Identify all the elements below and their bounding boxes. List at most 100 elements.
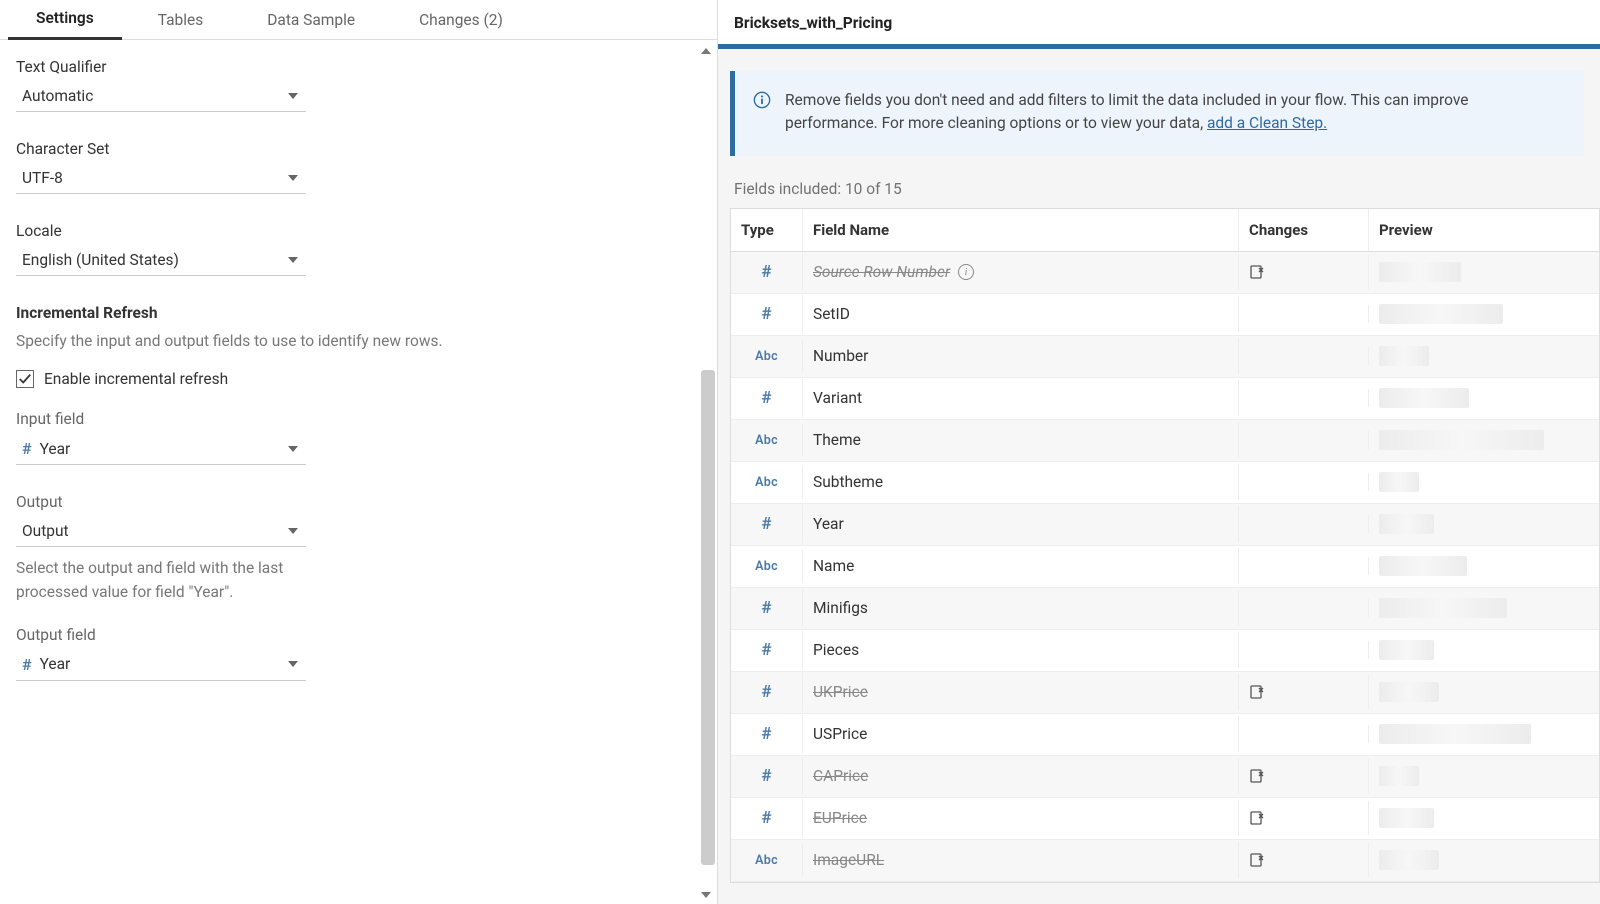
output-value: Output xyxy=(22,522,69,540)
chevron-down-icon xyxy=(288,175,298,181)
preview-placeholder xyxy=(1379,262,1461,282)
preview-placeholder xyxy=(1379,724,1531,744)
field-name-cell: Variant xyxy=(803,380,1239,416)
field-name: UKPrice xyxy=(813,683,868,701)
input-field-select[interactable]: # Year xyxy=(16,434,306,465)
remove-field-icon xyxy=(1249,852,1265,868)
add-clean-step-link[interactable]: add a Clean Step. xyxy=(1207,114,1327,132)
field-name-cell: Pieces xyxy=(803,632,1239,668)
chevron-down-icon xyxy=(288,93,298,99)
hash-icon: # xyxy=(761,640,771,660)
preview-placeholder xyxy=(1379,430,1544,450)
field-name: Subtheme xyxy=(813,473,883,491)
table-row[interactable]: Abc Theme xyxy=(731,420,1599,462)
field-name-cell: EUPrice xyxy=(803,800,1239,836)
table-row[interactable]: Abc Name xyxy=(731,546,1599,588)
table-row[interactable]: # USPrice xyxy=(731,714,1599,756)
table-row[interactable]: # Source Row Number i xyxy=(731,252,1599,294)
right-pane: Bricksets_with_Pricing Remove fields you… xyxy=(718,0,1600,904)
incremental-refresh-heading: Incremental Refresh xyxy=(16,304,701,322)
chevron-down-icon xyxy=(288,528,298,534)
field-name: SetID xyxy=(813,305,850,323)
field-name-cell: Minifigs xyxy=(803,590,1239,626)
preview-cell xyxy=(1369,421,1599,459)
table-row[interactable]: #Year xyxy=(731,504,1599,546)
abc-icon: Abc xyxy=(755,559,778,574)
field-name: USPrice xyxy=(813,725,867,743)
info-mini-icon[interactable]: i xyxy=(958,264,974,280)
table-row[interactable]: #CAPrice xyxy=(731,756,1599,798)
table-row[interactable]: AbcImageURL xyxy=(731,840,1599,882)
table-row[interactable]: #Minifigs xyxy=(731,588,1599,630)
output-field-select[interactable]: # Year xyxy=(16,650,306,681)
info-banner: Remove fields you don't need and add fil… xyxy=(730,71,1584,156)
preview-cell xyxy=(1369,841,1599,879)
preview-placeholder xyxy=(1379,556,1467,576)
output-label: Output xyxy=(16,493,306,511)
type-cell: # xyxy=(731,631,803,669)
table-row[interactable]: Abc Subtheme xyxy=(731,462,1599,504)
table-row[interactable]: # UKPrice xyxy=(731,672,1599,714)
preview-cell xyxy=(1369,505,1599,543)
preview-cell xyxy=(1369,547,1599,585)
text-qualifier-group: Text Qualifier Automatic xyxy=(16,58,306,112)
field-name-cell: SetID xyxy=(803,296,1239,332)
scrollbar-thumb[interactable] xyxy=(701,370,715,865)
type-cell: Abc xyxy=(731,466,803,499)
dataset-title: Bricksets_with_Pricing xyxy=(734,14,1584,32)
table-row[interactable]: # SetID xyxy=(731,294,1599,336)
changes-cell xyxy=(1239,515,1369,533)
charset-label: Character Set xyxy=(16,140,306,158)
tab-bar: Settings Tables Data Sample Changes (2) xyxy=(0,0,717,40)
field-name-cell: Theme xyxy=(803,422,1239,458)
col-changes: Changes xyxy=(1239,209,1369,251)
hash-icon: # xyxy=(761,766,771,786)
field-name: Name xyxy=(813,557,854,575)
changes-cell xyxy=(1239,725,1369,743)
tab-data-sample[interactable]: Data Sample xyxy=(239,1,383,39)
table-row[interactable]: #Variant xyxy=(731,378,1599,420)
text-qualifier-select[interactable]: Automatic xyxy=(16,82,306,112)
field-name: Minifigs xyxy=(813,599,868,617)
right-header: Bricksets_with_Pricing xyxy=(718,0,1600,44)
output-field-label: Output field xyxy=(16,626,306,644)
type-cell: # xyxy=(731,799,803,837)
table-row[interactable]: # Pieces xyxy=(731,630,1599,672)
hash-icon: # xyxy=(761,682,771,702)
type-cell: Abc xyxy=(731,844,803,877)
locale-select[interactable]: English (United States) xyxy=(16,246,306,276)
hash-icon: # xyxy=(761,724,771,744)
field-name: Variant xyxy=(813,389,862,407)
table-row[interactable]: #EUPrice xyxy=(731,798,1599,840)
output-select[interactable]: Output xyxy=(16,517,306,547)
preview-placeholder xyxy=(1379,766,1419,786)
input-field-group: Input field # Year xyxy=(16,410,306,465)
chevron-down-icon xyxy=(288,257,298,263)
field-name: Source Row Number xyxy=(813,263,950,281)
type-cell: # xyxy=(731,253,803,291)
field-name: Pieces xyxy=(813,641,859,659)
tab-tables[interactable]: Tables xyxy=(130,1,232,39)
hash-icon: # xyxy=(761,262,771,282)
scroll-down-icon[interactable] xyxy=(701,892,711,898)
enable-incremental-row: Enable incremental refresh xyxy=(16,370,701,388)
preview-placeholder xyxy=(1379,850,1439,870)
field-name-cell: Year xyxy=(803,506,1239,542)
preview-placeholder xyxy=(1379,514,1434,534)
changes-cell xyxy=(1239,641,1369,659)
charset-select[interactable]: UTF-8 xyxy=(16,164,306,194)
table-body: #Source Row Number i#SetIDAbcNumber#Vari… xyxy=(731,252,1599,882)
table-row[interactable]: AbcNumber xyxy=(731,336,1599,378)
field-name-cell: USPrice xyxy=(803,716,1239,752)
preview-cell xyxy=(1369,631,1599,669)
type-cell: # xyxy=(731,673,803,711)
remove-field-icon xyxy=(1249,768,1265,784)
enable-incremental-checkbox[interactable] xyxy=(16,370,34,388)
tab-settings[interactable]: Settings xyxy=(8,0,122,40)
field-name-cell: ImageURL xyxy=(803,842,1239,878)
locale-group: Locale English (United States) xyxy=(16,222,306,276)
hash-icon: # xyxy=(761,304,771,324)
abc-icon: Abc xyxy=(755,433,778,448)
tab-changes[interactable]: Changes (2) xyxy=(391,1,531,39)
preview-placeholder xyxy=(1379,346,1429,366)
